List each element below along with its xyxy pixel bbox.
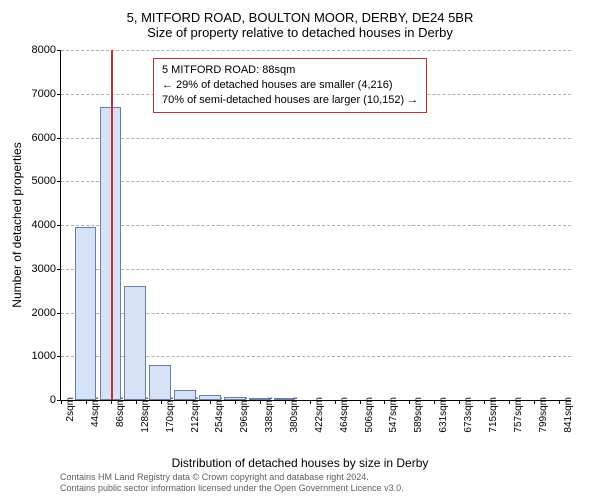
y-tick-mark (57, 50, 61, 51)
x-tick-label: 841sqm (563, 397, 574, 433)
x-tick-mark (136, 400, 137, 404)
x-tick-mark (111, 400, 112, 404)
x-tick-mark (260, 400, 261, 404)
x-tick-label: 86sqm (115, 397, 126, 427)
x-tick-mark (210, 400, 211, 404)
grid-line (61, 269, 571, 270)
callout-line: 70% of semi-detached houses are larger (… (162, 93, 418, 108)
x-tick-label: 212sqm (190, 397, 201, 433)
x-tick-mark (186, 400, 187, 404)
histogram-bar (224, 397, 246, 400)
y-tick-label: 3000 (21, 263, 56, 275)
x-tick-mark (86, 400, 87, 404)
footer-line-2: Contains public sector information licen… (60, 483, 404, 494)
x-tick-label: 757sqm (513, 397, 524, 433)
x-tick-label: 170sqm (165, 397, 176, 433)
highlight-line (111, 50, 113, 400)
x-tick-mark (459, 400, 460, 404)
callout-line: 5 MITFORD ROAD: 88sqm (162, 63, 418, 78)
x-tick-label: 799sqm (538, 397, 549, 433)
y-tick-mark (57, 225, 61, 226)
x-tick-label: 338sqm (264, 397, 275, 433)
y-tick-label: 1000 (21, 350, 56, 362)
y-tick-mark (57, 94, 61, 95)
y-tick-mark (57, 313, 61, 314)
x-tick-mark (559, 400, 560, 404)
x-tick-label: 673sqm (463, 397, 474, 433)
x-tick-mark (534, 400, 535, 404)
title-main: 5, MITFORD ROAD, BOULTON MOOR, DERBY, DE… (0, 0, 600, 25)
x-tick-mark (310, 400, 311, 404)
x-tick-label: 631sqm (438, 397, 449, 433)
y-tick-label: 6000 (21, 132, 56, 144)
y-tick-label: 8000 (21, 44, 56, 56)
x-tick-mark (384, 400, 385, 404)
callout-line: ← 29% of detached houses are smaller (4,… (162, 78, 418, 93)
histogram-bar (174, 390, 196, 400)
x-tick-label: 715sqm (488, 397, 499, 433)
x-tick-mark (509, 400, 510, 404)
x-tick-mark (161, 400, 162, 404)
grid-line (61, 181, 571, 182)
histogram-bar (199, 395, 221, 400)
x-tick-label: 44sqm (90, 397, 101, 427)
histogram-bar (75, 227, 97, 400)
x-tick-label: 422sqm (314, 397, 325, 433)
histogram-bar (249, 398, 271, 400)
y-tick-label: 7000 (21, 88, 56, 100)
x-tick-label: 380sqm (289, 397, 300, 433)
chart-container: 5, MITFORD ROAD, BOULTON MOOR, DERBY, DE… (0, 0, 600, 500)
x-tick-label: 296sqm (239, 397, 250, 433)
y-tick-label: 0 (21, 394, 56, 406)
x-tick-label: 464sqm (339, 397, 350, 433)
x-axis-label: Distribution of detached houses by size … (0, 456, 600, 470)
y-tick-label: 4000 (21, 219, 56, 231)
grid-line (61, 225, 571, 226)
x-tick-mark (335, 400, 336, 404)
y-tick-label: 2000 (21, 307, 56, 319)
title-sub: Size of property relative to detached ho… (0, 25, 600, 40)
histogram-bar (124, 286, 146, 400)
y-tick-label: 5000 (21, 175, 56, 187)
x-tick-label: 128sqm (140, 397, 151, 433)
x-tick-label: 589sqm (413, 397, 424, 433)
plot-area: 0100020003000400050006000700080002sqm44s… (60, 50, 571, 401)
x-tick-mark (285, 400, 286, 404)
grid-line (61, 50, 571, 51)
x-tick-label: 547sqm (388, 397, 399, 433)
x-tick-mark (484, 400, 485, 404)
x-tick-label: 254sqm (214, 397, 225, 433)
x-tick-mark (61, 400, 62, 404)
x-tick-mark (360, 400, 361, 404)
y-tick-mark (57, 138, 61, 139)
x-tick-mark (235, 400, 236, 404)
x-tick-mark (409, 400, 410, 404)
y-tick-mark (57, 356, 61, 357)
x-tick-label: 506sqm (364, 397, 375, 433)
y-tick-mark (57, 181, 61, 182)
grid-line (61, 138, 571, 139)
footer: Contains HM Land Registry data © Crown c… (60, 472, 404, 494)
y-tick-mark (57, 269, 61, 270)
x-tick-mark (434, 400, 435, 404)
x-tick-label: 2sqm (65, 397, 76, 421)
footer-line-1: Contains HM Land Registry data © Crown c… (60, 472, 404, 483)
histogram-bar (149, 365, 171, 400)
histogram-bar (274, 398, 296, 400)
callout-box: 5 MITFORD ROAD: 88sqm← 29% of detached h… (153, 58, 427, 113)
